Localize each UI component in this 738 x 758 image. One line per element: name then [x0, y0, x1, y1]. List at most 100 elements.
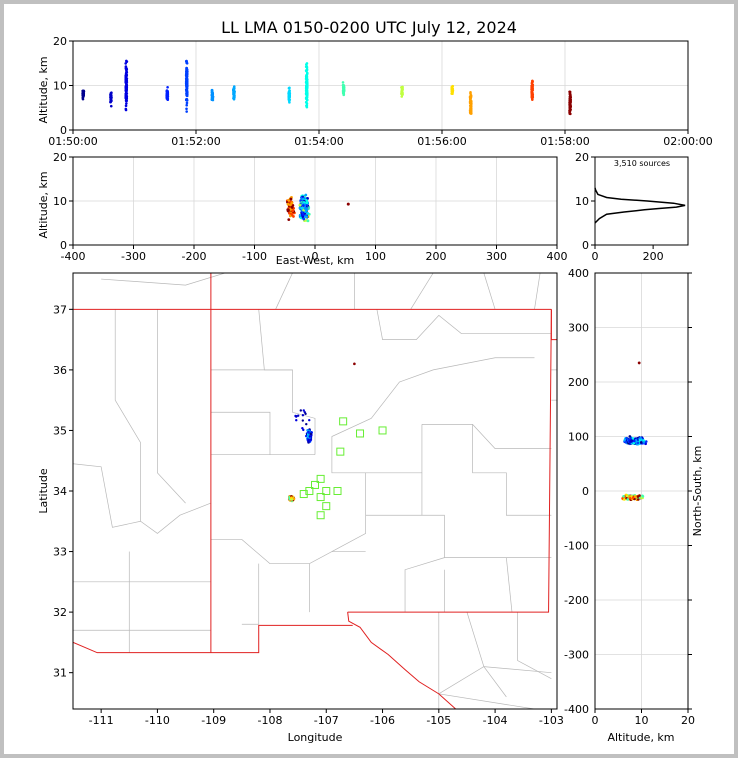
p1-source-point: [531, 98, 534, 101]
p1-xtick-label: 01:52:00: [171, 135, 220, 148]
p4-xlabel: Longitude: [288, 731, 343, 744]
p4-county-line: [101, 273, 226, 286]
p4-station-marker: [356, 429, 365, 438]
p1-source-point: [185, 103, 189, 107]
p2-source-point: [287, 198, 291, 202]
p5-source-point: [639, 441, 643, 444]
p1-xtick-label: 01:50:00: [48, 135, 97, 148]
p1-source-point: [185, 92, 189, 96]
p5-xlabel: Altitude, km: [607, 731, 674, 744]
figure-frame: LL LMA 0150-0200 UTC July 12, 2024 01:50…: [4, 4, 734, 754]
p4-source-point: [307, 440, 310, 443]
p1-source-point: [304, 100, 308, 104]
p3-annotation: 3,510 sources: [614, 159, 670, 168]
p1-source-point: [568, 112, 572, 115]
p5-axes-frame: [594, 272, 689, 710]
p1-source-point: [531, 86, 534, 90]
p1-source-point: [124, 62, 127, 65]
p3-histogram-line: [594, 187, 686, 224]
p1-source-point: [469, 108, 473, 112]
lma-figure: LL LMA 0150-0200 UTC July 12, 2024 01:50…: [37, 18, 713, 744]
p5-xtick-label: 20: [681, 714, 695, 727]
p4-county-line: [210, 411, 315, 456]
p1-source-point: [125, 99, 128, 103]
p4-county-line: [275, 273, 293, 310]
p1-source-point: [185, 107, 188, 111]
p4-county-line: [421, 424, 552, 449]
p1-source-point: [531, 79, 534, 83]
p2-source-point: [298, 213, 302, 217]
p4-state-border: [550, 309, 557, 341]
p1-source-point: [185, 59, 188, 63]
p4-xtick-label: -105: [426, 714, 451, 727]
p1-source-point: [210, 89, 214, 93]
p5-left-tick-label: 100: [568, 431, 589, 444]
p1-source-point: [530, 95, 534, 99]
p1-source-point: [185, 101, 189, 105]
p4-station-marker: [316, 474, 325, 483]
p5-left-tick-label: -400: [564, 703, 589, 716]
p1-source-point: [185, 75, 188, 79]
p5-source-point: [636, 495, 640, 498]
p4-station-marker: [311, 480, 319, 489]
p3-ytick-label: 0: [582, 239, 589, 252]
p3-xtick-label: 0: [592, 250, 599, 263]
p4-ytick-label: 34: [53, 485, 67, 498]
p2-source-point: [289, 203, 292, 207]
p2-source-point: [286, 202, 290, 206]
p4-county-line: [114, 309, 141, 522]
p4-county-line: [241, 563, 260, 625]
p4-ytick-label: 31: [53, 667, 67, 680]
p5-source-point: [626, 498, 630, 501]
p2-xtick-label: 200: [426, 250, 447, 263]
p2-source-point: [290, 212, 294, 216]
p4-xtick-label: -108: [257, 714, 282, 727]
p1-source-point: [450, 88, 454, 92]
p3-ytick-label: 10: [575, 195, 589, 208]
p1-source-point: [305, 94, 309, 97]
p2-xtick-label: 400: [547, 250, 568, 263]
p1-source-point: [469, 93, 473, 97]
p1-xtick-label: 01:54:00: [294, 135, 343, 148]
p2-xtick-label: 100: [365, 250, 386, 263]
p1-ytick-label: 10: [53, 80, 67, 93]
p1-source-point: [531, 91, 534, 95]
p4-xtick-label: -111: [89, 714, 114, 727]
p1-source-point: [342, 88, 346, 92]
p4-ytick-label: 32: [53, 606, 67, 619]
p1-source-point: [288, 101, 291, 104]
p1-source-point: [469, 105, 473, 109]
p1-source-point: [109, 95, 112, 98]
p4-source-point: [299, 409, 303, 412]
p1-source-point: [125, 73, 128, 77]
p4-station-marker: [322, 487, 331, 495]
p2-source-point: [300, 206, 304, 210]
p2-xtick-label: 0: [312, 250, 319, 263]
p2-source-point: [306, 211, 309, 215]
p1-source-point: [400, 89, 404, 92]
p2-source-point: [290, 206, 294, 209]
p1-source-point: [82, 89, 85, 93]
p5-source-point: [637, 361, 641, 365]
p3-ytick-label: 20: [575, 151, 589, 164]
p5-left-tick-label: -100: [564, 540, 589, 553]
p2-source-point: [301, 197, 305, 201]
p4-county-line: [517, 612, 552, 680]
p1-source-point: [304, 69, 308, 72]
p4-source-point: [304, 412, 307, 416]
p1-source-point: [400, 86, 403, 89]
p4-county-line: [410, 273, 434, 310]
p1-source-point: [569, 93, 572, 96]
p1-source-point: [186, 84, 189, 88]
p5-xtick-label: 0: [592, 714, 599, 727]
p2-source-point: [290, 201, 294, 205]
p4-source-point: [301, 419, 305, 422]
p4-state-border: [73, 624, 353, 654]
p1-source-point: [305, 62, 309, 65]
p4-source-point: [292, 497, 296, 501]
p1-source-point: [233, 96, 236, 99]
p5-xtick-label: 10: [635, 714, 649, 727]
p4-station-marker: [316, 493, 325, 502]
p5-source-point: [631, 437, 635, 440]
p1-source-point: [450, 90, 454, 94]
